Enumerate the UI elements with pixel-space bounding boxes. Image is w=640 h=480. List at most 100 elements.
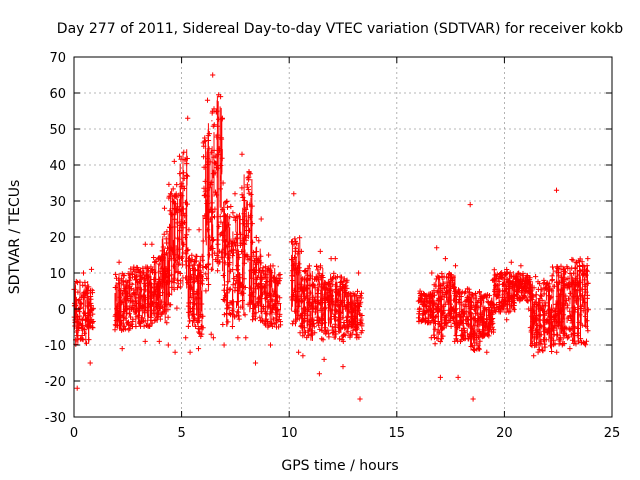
data-point [297, 330, 303, 336]
data-point [533, 274, 539, 280]
data-point [258, 216, 264, 222]
data-point [185, 115, 191, 121]
data-point [331, 316, 338, 322]
data-point [484, 349, 490, 355]
data-point [202, 135, 208, 141]
data-point [112, 284, 118, 291]
y-tick-label: -10 [45, 339, 66, 354]
data-point [211, 106, 217, 112]
data-point [183, 335, 189, 341]
data-point [564, 335, 570, 341]
data-point [259, 267, 265, 274]
data-point [507, 270, 513, 276]
data-point [248, 285, 254, 291]
data-point [152, 270, 158, 276]
data-point [330, 282, 336, 288]
data-point [432, 341, 438, 347]
data-point [291, 191, 297, 197]
data-point [134, 274, 140, 280]
data-point [467, 202, 473, 208]
data-point [219, 115, 225, 121]
data-point [302, 329, 309, 335]
data-point [258, 253, 264, 259]
data-point [195, 346, 202, 352]
data-point [569, 256, 575, 263]
data-point [260, 265, 266, 271]
data-point [171, 158, 177, 164]
data-point [228, 203, 234, 210]
data-point [326, 334, 332, 340]
data-point [149, 241, 155, 247]
data-point [293, 245, 299, 251]
data-points [71, 72, 591, 402]
data-point [121, 273, 127, 279]
data-point [342, 332, 348, 338]
data-point [180, 262, 186, 268]
data-point [226, 310, 232, 316]
y-tick-label: -20 [45, 375, 66, 390]
data-point [525, 298, 531, 304]
data-point [172, 193, 178, 199]
data-point [156, 338, 162, 344]
data-point [193, 323, 199, 329]
data-point [88, 266, 95, 272]
data-point [461, 328, 468, 334]
data-point [329, 278, 335, 284]
data-point [314, 263, 320, 270]
data-point [231, 240, 237, 246]
y-tick-label: 0 [58, 303, 66, 318]
y-axis-label: SDTVAR / TECUs [7, 180, 23, 295]
data-point [340, 338, 346, 344]
data-point [128, 293, 134, 299]
data-point [239, 248, 245, 255]
data-point [504, 269, 510, 275]
data-point [357, 396, 363, 402]
data-point [215, 268, 221, 274]
data-point [338, 279, 344, 285]
data-point [194, 253, 200, 260]
data-point [566, 334, 572, 340]
data-point [168, 211, 175, 217]
data-point [476, 289, 483, 295]
data-point [172, 349, 178, 355]
data-point [577, 256, 583, 262]
x-axis-label: GPS time / hours [281, 458, 398, 474]
data-point [161, 205, 168, 211]
data-point [358, 299, 364, 305]
data-point [277, 322, 284, 328]
data-point [112, 327, 118, 333]
data-point [244, 182, 250, 188]
data-point [443, 323, 449, 329]
data-point [331, 270, 337, 276]
data-point [142, 318, 148, 324]
data-point [235, 335, 241, 341]
data-point [164, 229, 170, 235]
data-point [558, 335, 564, 341]
x-tick-label: 15 [389, 426, 406, 441]
data-point [166, 181, 172, 187]
data-point [185, 323, 191, 329]
data-point [196, 227, 202, 233]
data-point [256, 238, 262, 244]
axis-ticks [73, 56, 613, 418]
data-point [270, 263, 276, 269]
data-point [309, 331, 315, 337]
data-point [518, 263, 524, 269]
data-point [428, 294, 435, 300]
data-point [585, 280, 591, 286]
x-tick-label: 25 [604, 426, 621, 441]
data-point [203, 271, 209, 277]
data-point [486, 293, 493, 299]
data-point [296, 349, 302, 355]
data-point [565, 302, 571, 308]
data-point [506, 309, 512, 315]
data-point [222, 260, 228, 266]
data-point [184, 155, 190, 162]
data-point [508, 259, 514, 265]
data-point [164, 320, 170, 326]
data-point [80, 337, 86, 343]
data-point [448, 323, 454, 329]
data-point [174, 285, 181, 291]
data-point [239, 151, 245, 157]
